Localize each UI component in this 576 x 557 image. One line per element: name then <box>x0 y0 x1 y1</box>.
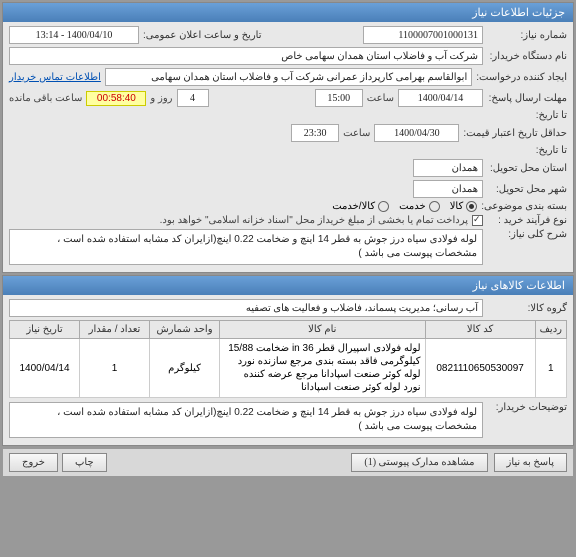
radio-service[interactable]: خدمت <box>399 201 440 212</box>
validity-label: حداقل تاریخ اعتبار قیمت: <box>463 128 567 139</box>
buyer-label: نام دستگاه خریدار: <box>487 51 567 62</box>
radio-both[interactable]: کالا/خدمت <box>332 201 389 212</box>
col-code: کد کالا <box>425 321 535 339</box>
title-textarea: لوله فولادی سیاه درز جوش به قطر 14 اینچ … <box>9 229 483 265</box>
buyer-desc-textarea: لوله فولادی سیاه درز جوش به قطر 14 اینچ … <box>9 402 483 438</box>
cell-name: لوله فولادی اسپیرال قطر 36 in ضخامت 15/8… <box>220 339 426 398</box>
cell-code: 0821110650530097 <box>425 339 535 398</box>
group-label: گروه کالا: <box>487 303 567 314</box>
contact-link[interactable]: اطلاعات تماس خریدار <box>9 72 101 83</box>
radio-service-dot <box>429 201 440 212</box>
until-label: تا تاریخ: <box>487 110 567 121</box>
title-label: شرح کلی نیاز: <box>487 229 567 240</box>
day-after-lbl: روز و <box>150 93 172 104</box>
state-field: همدان <box>413 159 483 177</box>
cell-date: 1400/04/14 <box>10 339 80 398</box>
goods-table: ردیف کد کالا نام کالا واحد شمارش تعداد /… <box>9 320 567 398</box>
goods-body: گروه کالا: آب رسانی؛ مدیریت پسماند، فاضل… <box>3 295 573 445</box>
buyer-field: شرکت آب و فاضلاب استان همدان سهامی خاص <box>9 47 483 65</box>
goods-header: اطلاعات کالاهای نیاز <box>3 276 573 295</box>
state-label: استان محل تحویل: <box>487 163 567 174</box>
process-note: پرداخت تمام یا بخشی از مبلغ خریداز محل "… <box>160 215 468 226</box>
attachments-button[interactable]: مشاهده مدارک پیوستی (1) <box>351 453 487 472</box>
announce-label: تاریخ و ساعت اعلان عمومی: <box>143 30 262 41</box>
deadline-label: مهلت ارسال پاسخ: <box>487 93 567 104</box>
panel-title: جزئیات اطلاعات نیاز <box>3 3 573 22</box>
cell-row: 1 <box>535 339 566 398</box>
col-qty: تعداد / مقدار <box>80 321 150 339</box>
announce-field: 1400/04/10 - 13:14 <box>9 26 139 44</box>
print-button[interactable]: چاپ <box>62 453 107 472</box>
countdown-field: 00:58:40 <box>86 91 146 106</box>
need-no-label: شماره نیاز: <box>487 30 567 41</box>
validity-time-field: 23:30 <box>291 124 339 142</box>
buyer-desc-label: توضیحات خریدار: <box>487 402 567 413</box>
deadline-date-field: 1400/04/14 <box>398 89 483 107</box>
radio-goods[interactable]: کالا <box>450 201 478 212</box>
col-date: تاریخ نیاز <box>10 321 80 339</box>
time-lbl-2: ساعت <box>343 128 370 139</box>
days-field: 4 <box>177 89 209 107</box>
table-header-row: ردیف کد کالا نام کالا واحد شمارش تعداد /… <box>10 321 567 339</box>
group-field: آب رسانی؛ مدیریت پسماند، فاضلاب و فعالیت… <box>9 299 483 317</box>
cell-qty: 1 <box>80 339 150 398</box>
col-name: نام کالا <box>220 321 426 339</box>
pack-label: بسته بندی موضوعی: <box>481 201 567 212</box>
table-row[interactable]: 1 0821110650530097 لوله فولادی اسپیرال ق… <box>10 339 567 398</box>
info-body: شماره نیاز: 1100007001000131 تاریخ و ساع… <box>3 22 573 272</box>
exit-button[interactable]: خروج <box>9 453 58 472</box>
col-row: ردیف <box>535 321 566 339</box>
creator-label: ایجاد کننده درخواست: <box>476 72 567 83</box>
footer-bar: پاسخ به نیاز مشاهده مدارک پیوستی (1) چاپ… <box>2 448 574 477</box>
city-label: شهر محل تحویل: <box>487 184 567 195</box>
creator-field: ابوالقاسم بهرامی کارپرداز عمرانی شرکت آب… <box>105 68 472 86</box>
until2-label: تا تاریخ: <box>487 145 567 156</box>
radio-goods-dot <box>466 201 477 212</box>
cell-unit: کیلوگرم <box>150 339 220 398</box>
main-panel: جزئیات اطلاعات نیاز شماره نیاز: 11000070… <box>2 2 574 273</box>
radio-both-dot <box>378 201 389 212</box>
col-unit: واحد شمارش <box>150 321 220 339</box>
pack-radio-group: کالا خدمت کالا/خدمت <box>332 201 477 212</box>
process-label: نوع فرآیند خرید : <box>487 215 567 226</box>
validity-date-field: 1400/04/30 <box>374 124 459 142</box>
time-lbl-1: ساعت <box>367 93 394 104</box>
city-field: همدان <box>413 180 483 198</box>
process-checkbox[interactable] <box>472 215 483 226</box>
need-no-field: 1100007001000131 <box>363 26 483 44</box>
remain-lbl: ساعت باقی مانده <box>9 93 82 104</box>
goods-panel: اطلاعات کالاهای نیاز گروه کالا: آب رسانی… <box>2 275 574 446</box>
deadline-time-field: 15:00 <box>315 89 363 107</box>
reply-button[interactable]: پاسخ به نیاز <box>494 453 568 472</box>
